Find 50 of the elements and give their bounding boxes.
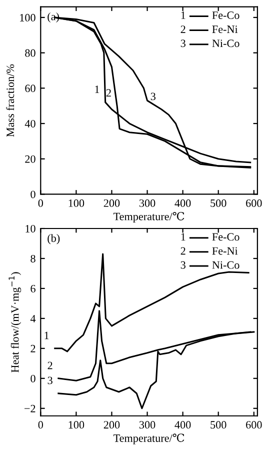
text: 1 xyxy=(181,12,186,19)
x-tick-label: 500 xyxy=(210,421,226,429)
text: 1 xyxy=(181,233,186,241)
x-tick-label: 600 xyxy=(246,421,262,429)
annotation: (b) xyxy=(48,234,60,244)
x-tick-label: 200 xyxy=(104,199,120,207)
text: 2 xyxy=(180,26,186,33)
y-tick-label: 20 xyxy=(25,155,36,163)
x-tick-label: 400 xyxy=(174,421,191,429)
legend-label: Fe-Co xyxy=(212,233,240,241)
x-tick-label: 200 xyxy=(104,421,120,429)
y-tick-label: 40 xyxy=(24,120,36,128)
annotation: 1 xyxy=(95,86,100,93)
annotation: 2 xyxy=(106,89,111,97)
x-tick-label: 400 xyxy=(174,199,191,207)
legend-label: Fe-Ni xyxy=(212,247,238,255)
x-tick-label: 300 xyxy=(139,421,156,429)
y-tick-label: 4 xyxy=(30,314,36,322)
x-tick-label: 500 xyxy=(210,199,226,207)
y-tick-label: 80 xyxy=(25,49,36,57)
legend-label: Fe-Ni xyxy=(212,26,238,34)
y-tick-label: 8 xyxy=(30,254,36,262)
y-tick-label: −2 xyxy=(24,404,36,412)
y-axis-title: Heat flow/(mV·mg$^{−1}$) xyxy=(8,272,22,372)
x-tick-label: 300 xyxy=(139,199,156,207)
y-tick-label: 10 xyxy=(26,224,36,232)
y-tick-label: 60 xyxy=(25,84,36,92)
y-axis-title: Mass fraction/% xyxy=(6,64,14,137)
x-tick-label: 600 xyxy=(246,199,262,207)
x-tick-label: 0 xyxy=(38,199,44,207)
text: 3 xyxy=(180,261,186,269)
x-tick-label: 0 xyxy=(38,421,44,429)
x-tick-label: 100 xyxy=(68,421,84,429)
annotation: 3 xyxy=(48,376,52,384)
y-tick-label: 0 xyxy=(30,190,36,198)
x-tick-label: 100 xyxy=(68,199,84,207)
legend-label: Fe-Co xyxy=(212,12,240,20)
annotation: 2 xyxy=(48,362,52,370)
legend-label: Ni-Co xyxy=(212,261,240,269)
legend-label: Ni-Co xyxy=(212,40,240,48)
text: 2 xyxy=(180,247,186,255)
y-tick-label: 0 xyxy=(30,374,36,382)
x-axis-title: Temperature/℃ xyxy=(114,212,184,223)
text: 3 xyxy=(180,40,186,48)
annotation: 1 xyxy=(44,332,49,340)
y-tick-label: 100 xyxy=(20,14,36,22)
y-tick-label: 2 xyxy=(30,344,36,352)
x-axis-title: Temperature/℃ xyxy=(114,434,184,444)
y-tick-label: 6 xyxy=(30,284,36,292)
annotation: 3 xyxy=(150,92,156,100)
